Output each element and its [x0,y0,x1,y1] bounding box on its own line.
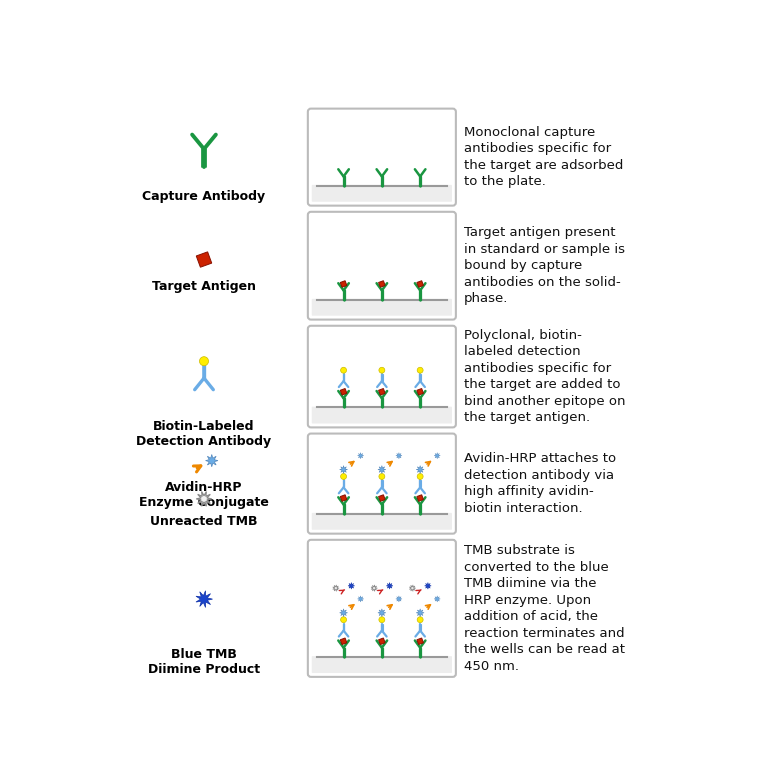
Circle shape [379,617,385,623]
Polygon shape [378,465,386,474]
Polygon shape [425,583,431,589]
Circle shape [379,474,385,480]
Polygon shape [333,585,339,591]
Polygon shape [379,280,385,287]
Circle shape [417,367,423,373]
FancyBboxPatch shape [312,299,452,316]
Polygon shape [340,465,348,474]
Circle shape [379,367,385,373]
Text: Target Antigen: Target Antigen [152,280,256,293]
Polygon shape [340,495,347,501]
Polygon shape [379,638,385,645]
Text: Unreacted TMB: Unreacted TMB [151,515,257,528]
Polygon shape [410,585,416,591]
Polygon shape [396,596,402,602]
Polygon shape [340,280,347,287]
Text: Polyclonal, biotin-
labeled detection
antibodies specific for
the target are add: Polyclonal, biotin- labeled detection an… [464,329,625,424]
Polygon shape [371,585,377,591]
Polygon shape [417,389,423,395]
Polygon shape [358,452,364,458]
Text: Target antigen present
in standard or sample is
bound by capture
antibodies on t: Target antigen present in standard or sa… [464,226,625,305]
Polygon shape [348,583,354,589]
Circle shape [341,474,347,480]
FancyBboxPatch shape [312,406,452,423]
Polygon shape [196,252,212,267]
Polygon shape [416,465,424,474]
Circle shape [199,357,209,366]
Polygon shape [379,495,385,501]
Polygon shape [434,596,440,602]
Polygon shape [340,638,347,645]
FancyBboxPatch shape [308,540,456,677]
Circle shape [341,367,347,373]
Polygon shape [340,389,347,395]
Polygon shape [340,609,348,617]
Circle shape [417,474,423,480]
Polygon shape [379,389,385,395]
Text: Blue TMB
Diimine Product: Blue TMB Diimine Product [148,649,260,676]
Text: Avidin-HRP
Enzyme Conjugate: Avidin-HRP Enzyme Conjugate [139,481,269,510]
FancyBboxPatch shape [308,325,456,427]
Circle shape [341,617,347,623]
Polygon shape [378,609,386,617]
Circle shape [417,617,423,623]
Text: Biotin-Labeled
Detection Antibody: Biotin-Labeled Detection Antibody [137,419,271,448]
Text: Monoclonal capture
antibodies specific for
the target are adsorbed
to the plate.: Monoclonal capture antibodies specific f… [464,126,623,189]
FancyBboxPatch shape [312,656,452,673]
FancyBboxPatch shape [312,185,452,202]
FancyBboxPatch shape [312,513,452,529]
Polygon shape [387,583,393,589]
Polygon shape [396,452,402,458]
Polygon shape [417,495,423,501]
FancyBboxPatch shape [308,212,456,319]
FancyBboxPatch shape [308,108,456,206]
Polygon shape [416,609,424,617]
Text: Avidin-HRP attaches to
detection antibody via
high affinity avidin-
biotin inter: Avidin-HRP attaches to detection antibod… [464,452,616,515]
FancyBboxPatch shape [308,433,456,534]
Polygon shape [206,455,218,467]
Polygon shape [358,596,364,602]
Polygon shape [434,452,440,458]
Polygon shape [417,280,423,287]
Text: Capture Antibody: Capture Antibody [142,190,266,203]
Polygon shape [196,591,212,607]
Text: TMB substrate is
converted to the blue
TMB diimine via the
HRP enzyme. Upon
addi: TMB substrate is converted to the blue T… [464,544,625,672]
Polygon shape [417,638,423,645]
Polygon shape [196,491,212,507]
